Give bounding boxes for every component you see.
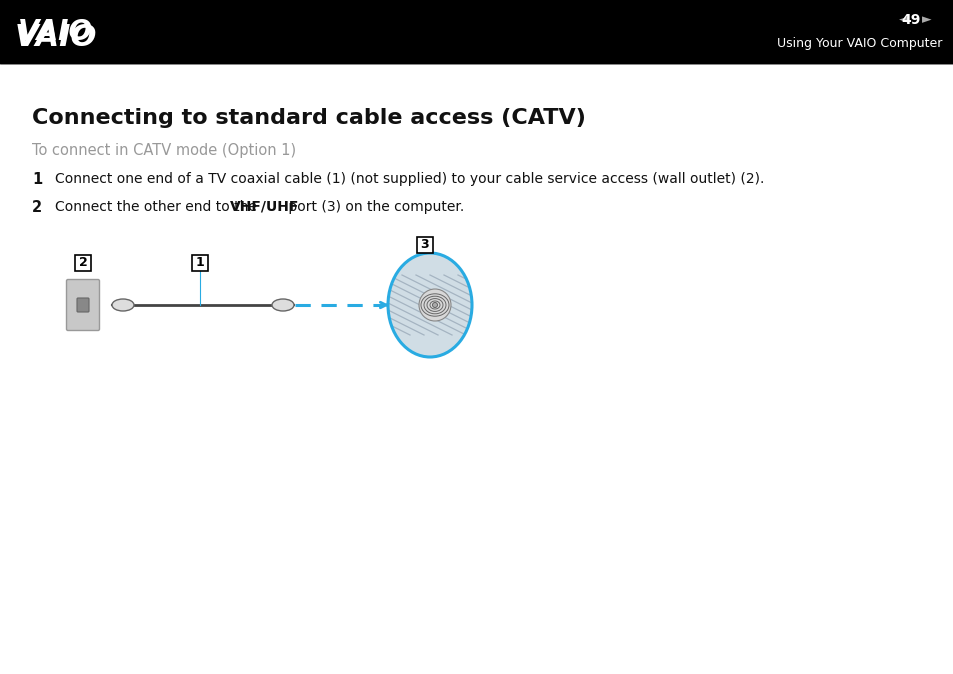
Text: VAIO: VAIO xyxy=(18,18,93,46)
Text: ►: ► xyxy=(921,13,931,26)
Circle shape xyxy=(432,303,437,307)
Text: Connecting to standard cable access (CATV): Connecting to standard cable access (CAT… xyxy=(32,108,585,128)
Circle shape xyxy=(418,289,451,321)
Text: 1: 1 xyxy=(195,257,204,270)
Text: 49: 49 xyxy=(901,13,920,27)
Text: ◄: ◄ xyxy=(898,13,907,26)
Text: Using Your VAIO Computer: Using Your VAIO Computer xyxy=(776,38,941,51)
FancyBboxPatch shape xyxy=(77,298,89,312)
Ellipse shape xyxy=(388,253,472,357)
Text: 3: 3 xyxy=(420,239,429,251)
Ellipse shape xyxy=(272,299,294,311)
Text: To connect in CATV mode (Option 1): To connect in CATV mode (Option 1) xyxy=(32,143,295,158)
Ellipse shape xyxy=(112,299,133,311)
FancyBboxPatch shape xyxy=(67,280,99,330)
Bar xyxy=(0,0,953,64)
Bar xyxy=(416,237,433,253)
Bar xyxy=(192,255,208,271)
Text: Connect one end of a TV coaxial cable (1) (not supplied) to your cable service a: Connect one end of a TV coaxial cable (1… xyxy=(55,172,763,186)
Text: VAIO: VAIO xyxy=(15,24,97,53)
Text: port (3) on the computer.: port (3) on the computer. xyxy=(284,200,464,214)
Bar xyxy=(75,255,91,271)
Text: 2: 2 xyxy=(78,257,88,270)
Text: VHF/UHF: VHF/UHF xyxy=(230,200,299,214)
Text: Connect the other end to the: Connect the other end to the xyxy=(55,200,261,214)
Text: 1: 1 xyxy=(32,172,42,187)
Text: 2: 2 xyxy=(32,200,42,215)
